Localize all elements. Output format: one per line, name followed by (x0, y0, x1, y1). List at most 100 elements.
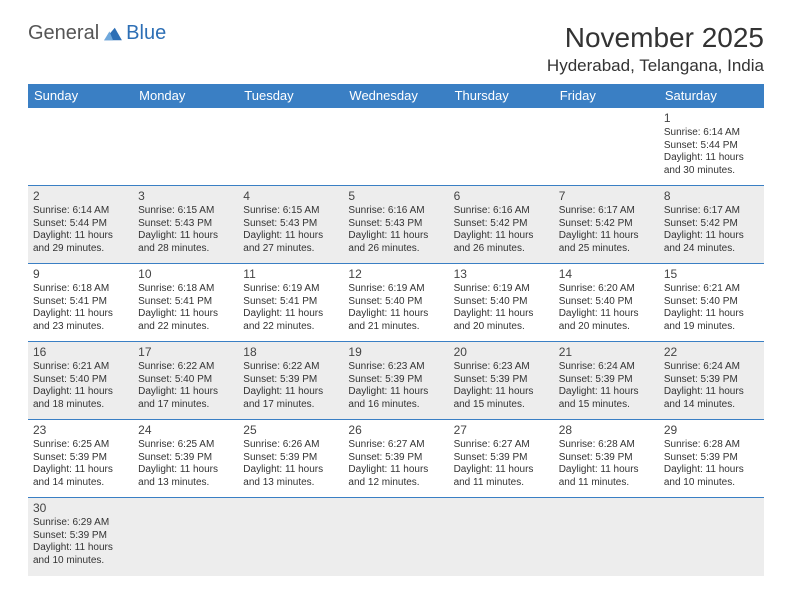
sunrise-line: Sunrise: 6:17 AM (559, 205, 654, 218)
day-number: 14 (559, 267, 654, 282)
day-number: 30 (33, 501, 128, 516)
sunset-line: Sunset: 5:39 PM (664, 452, 759, 465)
calendar-table: SundayMondayTuesdayWednesdayThursdayFrid… (28, 84, 764, 576)
sunset-line: Sunset: 5:40 PM (559, 296, 654, 309)
calendar-head: SundayMondayTuesdayWednesdayThursdayFrid… (28, 84, 764, 108)
sunset-line: Sunset: 5:39 PM (243, 374, 338, 387)
day-header: Wednesday (343, 84, 448, 108)
calendar-week: 16Sunrise: 6:21 AMSunset: 5:40 PMDayligh… (28, 342, 764, 420)
sunrise-line: Sunrise: 6:18 AM (33, 283, 128, 296)
calendar-day: 25Sunrise: 6:26 AMSunset: 5:39 PMDayligh… (238, 420, 343, 498)
calendar-empty (554, 108, 659, 186)
calendar-week: 30Sunrise: 6:29 AMSunset: 5:39 PMDayligh… (28, 498, 764, 576)
daylight-line: Daylight: 11 hours and 26 minutes. (348, 230, 443, 255)
day-number: 7 (559, 189, 654, 204)
daylight-line: Daylight: 11 hours and 13 minutes. (243, 464, 338, 489)
day-header: Monday (133, 84, 238, 108)
sunrise-line: Sunrise: 6:19 AM (243, 283, 338, 296)
day-number: 28 (559, 423, 654, 438)
calendar-day: 16Sunrise: 6:21 AMSunset: 5:40 PMDayligh… (28, 342, 133, 420)
sunrise-line: Sunrise: 6:16 AM (348, 205, 443, 218)
day-number: 26 (348, 423, 443, 438)
day-number: 8 (664, 189, 759, 204)
day-number: 3 (138, 189, 233, 204)
sunset-line: Sunset: 5:39 PM (348, 374, 443, 387)
calendar-empty (449, 108, 554, 186)
sunrise-line: Sunrise: 6:25 AM (33, 439, 128, 452)
sunset-line: Sunset: 5:42 PM (664, 218, 759, 231)
day-header: Saturday (659, 84, 764, 108)
sunrise-line: Sunrise: 6:27 AM (348, 439, 443, 452)
day-number: 10 (138, 267, 233, 282)
daylight-line: Daylight: 11 hours and 25 minutes. (559, 230, 654, 255)
month-title: November 2025 (547, 22, 764, 54)
day-number: 17 (138, 345, 233, 360)
day-number: 11 (243, 267, 338, 282)
sunset-line: Sunset: 5:39 PM (243, 452, 338, 465)
calendar-week: 23Sunrise: 6:25 AMSunset: 5:39 PMDayligh… (28, 420, 764, 498)
daylight-line: Daylight: 11 hours and 10 minutes. (664, 464, 759, 489)
day-number: 13 (454, 267, 549, 282)
calendar-day: 21Sunrise: 6:24 AMSunset: 5:39 PMDayligh… (554, 342, 659, 420)
day-number: 18 (243, 345, 338, 360)
sunrise-line: Sunrise: 6:16 AM (454, 205, 549, 218)
sunrise-line: Sunrise: 6:14 AM (664, 127, 759, 140)
day-header-row: SundayMondayTuesdayWednesdayThursdayFrid… (28, 84, 764, 108)
sunrise-line: Sunrise: 6:19 AM (348, 283, 443, 296)
calendar-empty (133, 498, 238, 576)
sunrise-line: Sunrise: 6:22 AM (138, 361, 233, 374)
sunset-line: Sunset: 5:41 PM (138, 296, 233, 309)
day-number: 24 (138, 423, 233, 438)
day-number: 21 (559, 345, 654, 360)
sunrise-line: Sunrise: 6:25 AM (138, 439, 233, 452)
sunset-line: Sunset: 5:41 PM (33, 296, 128, 309)
day-number: 23 (33, 423, 128, 438)
day-header: Thursday (449, 84, 554, 108)
daylight-line: Daylight: 11 hours and 21 minutes. (348, 308, 443, 333)
sunset-line: Sunset: 5:39 PM (138, 452, 233, 465)
day-number: 22 (664, 345, 759, 360)
calendar-day: 14Sunrise: 6:20 AMSunset: 5:40 PMDayligh… (554, 264, 659, 342)
day-number: 6 (454, 189, 549, 204)
sunrise-line: Sunrise: 6:27 AM (454, 439, 549, 452)
day-number: 16 (33, 345, 128, 360)
daylight-line: Daylight: 11 hours and 16 minutes. (348, 386, 443, 411)
sunset-line: Sunset: 5:40 PM (138, 374, 233, 387)
calendar-week: 9Sunrise: 6:18 AMSunset: 5:41 PMDaylight… (28, 264, 764, 342)
sunset-line: Sunset: 5:39 PM (33, 530, 128, 543)
daylight-line: Daylight: 11 hours and 30 minutes. (664, 152, 759, 177)
calendar-week: 1Sunrise: 6:14 AMSunset: 5:44 PMDaylight… (28, 108, 764, 186)
sunset-line: Sunset: 5:39 PM (559, 374, 654, 387)
sunset-line: Sunset: 5:44 PM (664, 140, 759, 153)
calendar-day: 11Sunrise: 6:19 AMSunset: 5:41 PMDayligh… (238, 264, 343, 342)
sunset-line: Sunset: 5:43 PM (243, 218, 338, 231)
calendar-day: 7Sunrise: 6:17 AMSunset: 5:42 PMDaylight… (554, 186, 659, 264)
calendar-empty (343, 108, 448, 186)
sunset-line: Sunset: 5:39 PM (559, 452, 654, 465)
daylight-line: Daylight: 11 hours and 29 minutes. (33, 230, 128, 255)
sunrise-line: Sunrise: 6:29 AM (33, 517, 128, 530)
sunrise-line: Sunrise: 6:15 AM (138, 205, 233, 218)
day-number: 25 (243, 423, 338, 438)
calendar-day: 9Sunrise: 6:18 AMSunset: 5:41 PMDaylight… (28, 264, 133, 342)
daylight-line: Daylight: 11 hours and 22 minutes. (138, 308, 233, 333)
calendar-day: 30Sunrise: 6:29 AMSunset: 5:39 PMDayligh… (28, 498, 133, 576)
sunset-line: Sunset: 5:42 PM (454, 218, 549, 231)
sunrise-line: Sunrise: 6:18 AM (138, 283, 233, 296)
calendar-day: 18Sunrise: 6:22 AMSunset: 5:39 PMDayligh… (238, 342, 343, 420)
calendar-day: 13Sunrise: 6:19 AMSunset: 5:40 PMDayligh… (449, 264, 554, 342)
sunset-line: Sunset: 5:40 PM (664, 296, 759, 309)
daylight-line: Daylight: 11 hours and 14 minutes. (33, 464, 128, 489)
sunset-line: Sunset: 5:40 PM (348, 296, 443, 309)
sunset-line: Sunset: 5:42 PM (559, 218, 654, 231)
sunrise-line: Sunrise: 6:23 AM (348, 361, 443, 374)
calendar-empty (133, 108, 238, 186)
calendar-empty (343, 498, 448, 576)
calendar-day: 24Sunrise: 6:25 AMSunset: 5:39 PMDayligh… (133, 420, 238, 498)
calendar-day: 28Sunrise: 6:28 AMSunset: 5:39 PMDayligh… (554, 420, 659, 498)
brand-logo: General Blue (28, 22, 166, 45)
header: General Blue November 2025 Hyderabad, Te… (28, 22, 764, 76)
daylight-line: Daylight: 11 hours and 17 minutes. (138, 386, 233, 411)
sunrise-line: Sunrise: 6:21 AM (664, 283, 759, 296)
daylight-line: Daylight: 11 hours and 20 minutes. (559, 308, 654, 333)
